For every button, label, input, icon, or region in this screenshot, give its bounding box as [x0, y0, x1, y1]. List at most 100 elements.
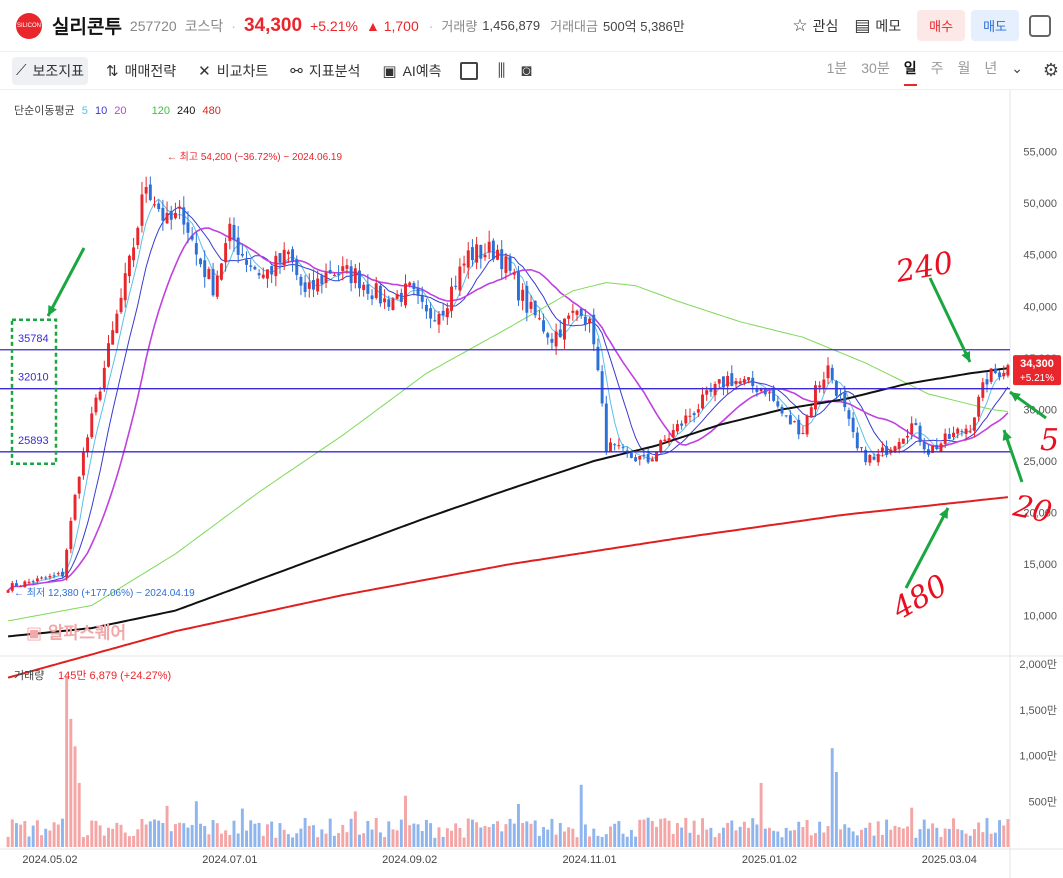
buy-button[interactable]: 매수	[917, 10, 966, 41]
volume-bar	[617, 821, 621, 847]
candle-body	[69, 520, 73, 550]
candle-body	[261, 274, 265, 278]
period-day[interactable]: 일	[903, 58, 917, 86]
period-30min[interactable]: 30분	[861, 60, 890, 76]
candle-body	[454, 285, 458, 287]
volume-bar	[809, 835, 813, 847]
candle-type-icon[interactable]: ⫼	[497, 60, 506, 80]
candle-body	[395, 294, 399, 299]
sell-button[interactable]: 매도	[971, 10, 1019, 41]
candle-body	[604, 403, 608, 452]
volume-bar	[705, 829, 709, 847]
volume-bar	[931, 823, 935, 847]
compare-chart-button[interactable]: ✕ 비교차트	[194, 57, 272, 85]
ai-forecast-button[interactable]: ▣ AI예측	[378, 57, 445, 85]
volume-bar	[470, 819, 474, 847]
volume-bar	[872, 835, 876, 847]
legend-ma10: 10	[94, 105, 108, 117]
chevron-down-icon[interactable]: ⌄	[1011, 59, 1023, 76]
candle-body	[500, 249, 504, 270]
period-year[interactable]: 년	[984, 60, 998, 76]
candle-body	[362, 284, 366, 291]
y-tick-label: 20,000	[1023, 508, 1057, 520]
last-pct-label: +5.21%	[1020, 373, 1054, 384]
candle-body	[508, 257, 512, 271]
camera-icon[interactable]: ◙	[521, 60, 532, 80]
candle-body	[73, 494, 77, 520]
volume-bar	[332, 835, 336, 847]
volume-bar	[516, 803, 520, 847]
indicator-analysis-button[interactable]: ⚯ 지표분석	[286, 57, 364, 85]
volume-bar	[215, 823, 219, 847]
volume-bar	[847, 827, 851, 847]
volume-bar	[751, 818, 755, 847]
layout-square-icon[interactable]	[459, 61, 478, 80]
candle-body	[140, 194, 144, 226]
volume-bar	[926, 828, 930, 847]
volume-bar	[127, 836, 131, 847]
volume-bar	[935, 827, 939, 847]
panel-toggle-icon[interactable]	[1029, 14, 1051, 37]
separator-dot: ·	[231, 17, 236, 34]
candle-body	[537, 318, 541, 320]
candle-body	[270, 266, 274, 275]
candle-body	[316, 278, 320, 292]
volume-bar	[324, 833, 328, 847]
candle-body	[132, 247, 136, 261]
arrow-to-ma480-head	[939, 508, 948, 519]
candle-body	[190, 235, 194, 240]
candle-body	[914, 423, 918, 425]
candle-body	[717, 379, 721, 384]
volume-bar	[508, 818, 512, 847]
period-month[interactable]: 월	[957, 60, 971, 76]
gear-icon[interactable]: ⚙	[1042, 60, 1059, 80]
volume-bar	[596, 835, 600, 847]
volume-bar	[797, 821, 801, 847]
separator-dot: ·	[428, 17, 434, 34]
memo-button[interactable]: ▤ 메모	[854, 16, 901, 36]
shuffle-icon: ✕	[198, 62, 211, 80]
watchlist-button[interactable]: ☆ 관심	[792, 16, 838, 36]
volume-bar	[830, 748, 834, 847]
period-week[interactable]: 주	[930, 60, 944, 76]
candle-body	[935, 444, 939, 450]
volume-bar	[86, 835, 90, 847]
volume-bar	[642, 819, 646, 847]
candle-body	[52, 575, 56, 577]
candle-body	[420, 295, 424, 302]
volume-bar	[713, 837, 717, 847]
period-1min[interactable]: 1분	[826, 60, 848, 76]
candle-body	[211, 269, 215, 296]
candle-body	[40, 577, 44, 579]
volume-bar	[261, 835, 265, 847]
volume-bar	[173, 824, 177, 847]
volume-bar	[77, 782, 81, 847]
trade-amount-label: 거래대금	[550, 19, 598, 34]
candle-body	[793, 421, 797, 423]
volume-bar	[533, 820, 537, 847]
candle-body	[755, 388, 759, 392]
volume-bar	[952, 818, 955, 847]
candle-body	[228, 223, 232, 241]
candle-body	[671, 430, 675, 438]
candle-body	[44, 577, 48, 579]
candle-body	[759, 388, 763, 392]
candle-body	[885, 446, 889, 455]
volume-bar	[491, 824, 495, 847]
candle-body	[788, 415, 792, 425]
volume-bar	[144, 824, 148, 847]
volume-bar	[353, 811, 357, 847]
indicator-button[interactable]: ⟋ 보조지표	[12, 56, 89, 85]
volume-bar	[880, 834, 884, 847]
candle-body	[429, 308, 433, 319]
volume-bar	[479, 827, 483, 847]
volume-bar	[178, 822, 182, 847]
volume-bar	[291, 837, 295, 847]
candle-body	[964, 428, 968, 434]
volume-bar	[487, 827, 491, 847]
stock-name[interactable]: 실리콘투	[52, 17, 122, 38]
strategy-button[interactable]: ⇅ 매매전략	[102, 57, 180, 85]
candle-body	[90, 413, 94, 438]
volume-bar	[998, 820, 1002, 847]
